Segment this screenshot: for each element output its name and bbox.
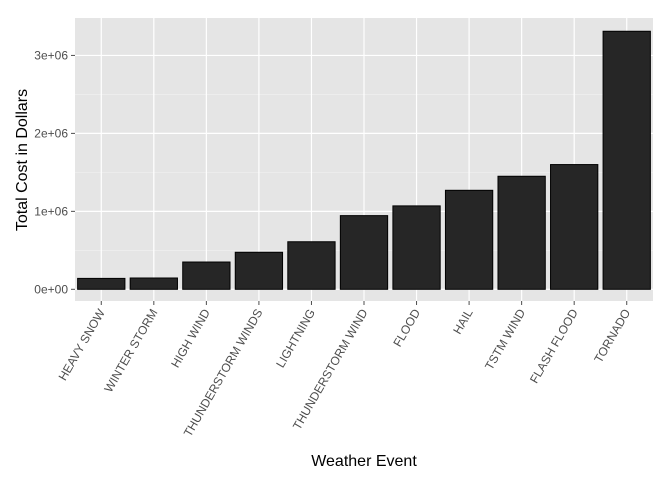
bar-winter-storm xyxy=(129,277,178,290)
bar-heavy-snow xyxy=(77,277,126,290)
bar-tstm-wind xyxy=(497,175,546,290)
bar-hail xyxy=(444,189,494,290)
bar-tornado xyxy=(602,30,651,290)
bar-flash-flood xyxy=(550,164,599,290)
y-tick-label: 3e+06 xyxy=(34,48,68,62)
bar-high-wind xyxy=(182,261,231,290)
y-axis-title: Total Cost in Dollars xyxy=(14,89,31,231)
bar-flood xyxy=(392,205,441,290)
bar-thunderstorm-winds xyxy=(234,251,284,290)
y-tick-label: 0e+00 xyxy=(34,282,68,296)
bar-lightning xyxy=(287,241,336,290)
bar-thunderstorm-wind xyxy=(339,215,389,290)
y-tick-label: 2e+06 xyxy=(34,126,68,140)
y-tick-label: 1e+06 xyxy=(34,204,68,218)
x-axis-title: Weather Event xyxy=(311,453,417,470)
y-axis: 0e+00 1e+06 2e+06 3e+06 xyxy=(34,48,75,296)
bars xyxy=(77,30,651,290)
